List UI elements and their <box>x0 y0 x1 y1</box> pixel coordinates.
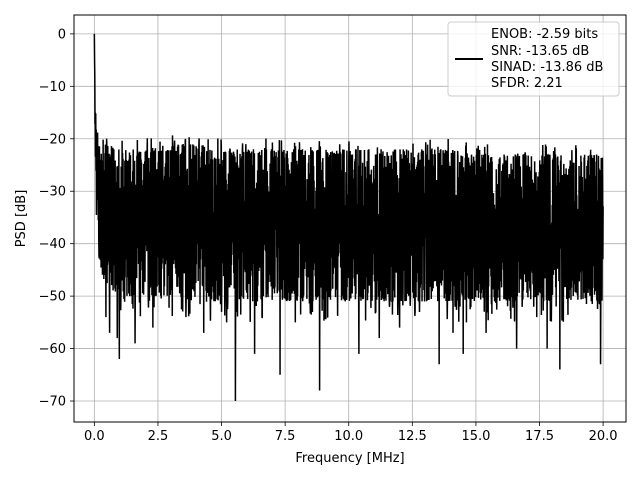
x-axis-label: Frequency [MHz] <box>295 451 404 466</box>
x-tick-label: 2.5 <box>148 429 169 444</box>
x-tick-label: 5.0 <box>211 429 232 444</box>
x-tick-label: 10.0 <box>334 429 363 444</box>
y-axis-label: PSD [dB] <box>14 190 29 248</box>
legend: ENOB: -2.59 bits SNR: -13.65 dB SINAD: -… <box>447 21 620 97</box>
legend-entry-snr: SNR: -13.65 dB <box>491 44 589 59</box>
legend-entry-sinad: SINAD: -13.86 dB <box>491 60 603 75</box>
y-tick-label: −50 <box>39 290 66 305</box>
legend-entry-sfdr: SFDR: 2.21 <box>491 76 563 91</box>
psd-trace <box>93 33 604 402</box>
y-tick-label: −40 <box>39 237 66 252</box>
x-tick-label: 0.0 <box>84 429 105 444</box>
y-tick-label: −10 <box>39 80 66 95</box>
legend-entry-enob: ENOB: -2.59 bits <box>491 27 598 42</box>
axes-frame <box>73 14 627 423</box>
y-tick-label: −60 <box>39 342 66 357</box>
legend-box <box>447 21 620 97</box>
axis-ticks: 0.0 2.5 5.0 7.5 10.0 12.5 15.0 17.5 20.0 0 −10 −20 −… <box>39 27 618 444</box>
y-tick-label: −20 <box>39 132 66 147</box>
x-tick-label: 20.0 <box>589 429 618 444</box>
y-tick-label: −70 <box>39 395 66 410</box>
x-tick-label: 15.0 <box>461 429 490 444</box>
x-tick-label: 17.5 <box>525 429 554 444</box>
x-tick-label: 7.5 <box>275 429 296 444</box>
y-tick-label: 0 <box>58 27 66 42</box>
x-tick-label: 12.5 <box>398 429 427 444</box>
psd-series-line <box>93 33 604 402</box>
y-tick-label: −30 <box>39 185 66 200</box>
